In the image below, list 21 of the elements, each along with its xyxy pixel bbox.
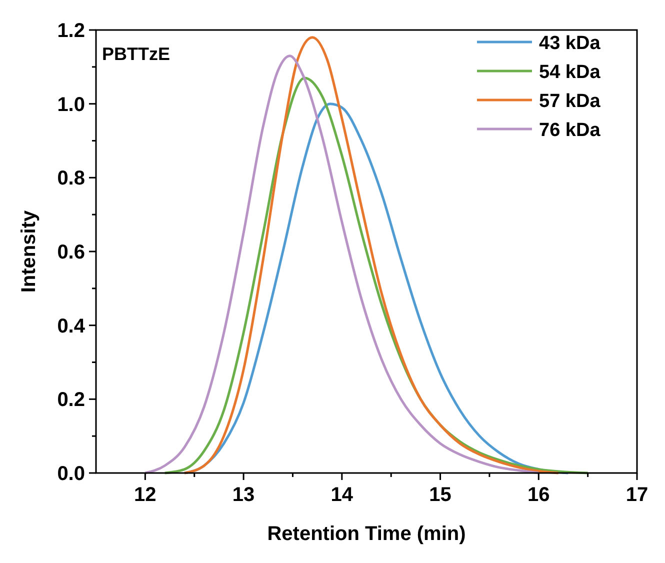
- legend-label: 43 kDa: [539, 33, 601, 54]
- legend-label: 54 kDa: [539, 62, 601, 83]
- y-tick-label: 0.4: [57, 315, 86, 338]
- y-tick-label: 0.8: [57, 168, 85, 190]
- x-tick-label: 15: [429, 484, 452, 506]
- annotation: PBTTzE: [102, 44, 170, 64]
- x-axis-title: Retention Time (min): [267, 523, 466, 545]
- x-tick-label: 12: [134, 484, 156, 506]
- legend-label: 57 kDa: [539, 91, 601, 112]
- y-tick-label: 0.6: [57, 242, 85, 264]
- line-series: [183, 36, 560, 474]
- x-tick-label: 13: [232, 484, 255, 506]
- y-tick-label: 0.0: [57, 463, 85, 485]
- x-tick-label: 16: [528, 484, 550, 506]
- x-tick-label: 17: [626, 484, 648, 506]
- y-tick-label: 1.2: [57, 20, 85, 42]
- x-tick-label: 14: [330, 484, 354, 506]
- y-tick-label: 1.0: [57, 94, 85, 116]
- y-tick-label: 0.2: [57, 389, 85, 412]
- legend-label: 76 kDa: [539, 120, 601, 141]
- y-axis-title: Intensity: [18, 210, 40, 293]
